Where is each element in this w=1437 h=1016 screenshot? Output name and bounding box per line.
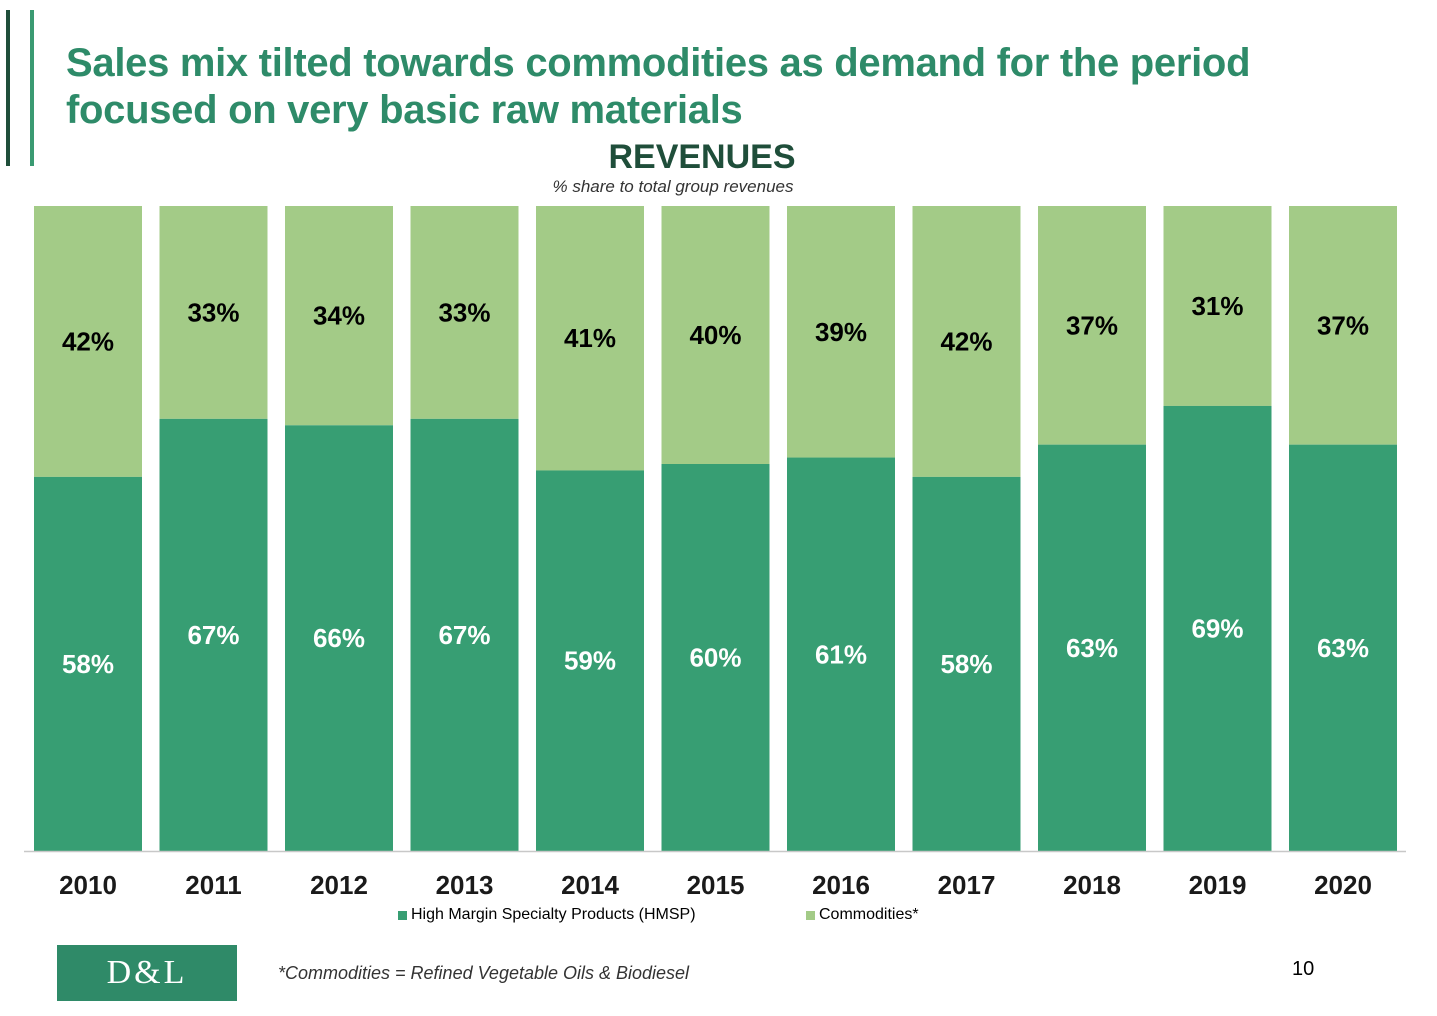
bar-commodities-2010 bbox=[34, 206, 142, 477]
bar-commodities-2011 bbox=[159, 206, 268, 419]
logo-text: D&L bbox=[106, 954, 188, 991]
x-tick-label-2013: 2013 bbox=[436, 870, 494, 900]
data-label-hmsp-2016: 61% bbox=[815, 639, 867, 669]
data-label-commodities-2016: 39% bbox=[815, 317, 867, 347]
page-number: 10 bbox=[1292, 958, 1315, 980]
bar-commodities-2012 bbox=[285, 206, 393, 426]
legend-label-hmsp: High Margin Specialty Products (HMSP) bbox=[411, 906, 696, 923]
bar-commodities-2016 bbox=[787, 206, 895, 458]
x-tick-label-2014: 2014 bbox=[561, 870, 619, 900]
bar-commodities-2018 bbox=[1038, 206, 1146, 445]
data-label-hmsp-2018: 63% bbox=[1066, 633, 1118, 663]
bar-hmsp-2017 bbox=[912, 476, 1021, 851]
data-label-commodities-2013: 33% bbox=[438, 297, 490, 327]
data-label-commodities-2014: 41% bbox=[564, 323, 616, 353]
data-label-commodities-2020: 37% bbox=[1317, 310, 1369, 340]
x-tick-label-2012: 2012 bbox=[310, 870, 368, 900]
chart-title: REVENUES bbox=[608, 138, 796, 176]
x-tick-label-2011: 2011 bbox=[185, 870, 241, 900]
accent-bar-dark bbox=[6, 10, 10, 166]
x-tick-label-2016: 2016 bbox=[812, 870, 870, 900]
company-logo: D&L bbox=[57, 945, 237, 1001]
bar-hmsp-2018 bbox=[1038, 444, 1146, 851]
data-label-commodities-2010: 42% bbox=[62, 326, 114, 356]
data-label-commodities-2012: 34% bbox=[313, 301, 365, 331]
data-label-hmsp-2010: 58% bbox=[62, 649, 114, 679]
bar-hmsp-2016 bbox=[787, 457, 895, 851]
x-tick-label-2010: 2010 bbox=[59, 870, 117, 900]
legend-swatch-hmsp bbox=[398, 910, 407, 920]
bar-hmsp-2020 bbox=[1289, 444, 1397, 851]
bar-commodities-2017 bbox=[912, 206, 1021, 477]
bar-commodities-2015 bbox=[661, 206, 770, 464]
bar-hmsp-2010 bbox=[34, 476, 142, 851]
bar-hmsp-2013 bbox=[410, 418, 519, 851]
bar-hmsp-2012 bbox=[285, 425, 393, 851]
bar-hmsp-2015 bbox=[661, 464, 770, 851]
bar-commodities-2014 bbox=[536, 206, 644, 471]
data-label-commodities-2018: 37% bbox=[1066, 310, 1118, 340]
bar-commodities-2019 bbox=[1163, 206, 1272, 406]
x-tick-label-2017: 2017 bbox=[938, 870, 996, 900]
data-label-hmsp-2012: 66% bbox=[313, 623, 365, 653]
bar-commodities-2020 bbox=[1289, 206, 1397, 445]
x-tick-label-2015: 2015 bbox=[687, 870, 745, 900]
chart-legend: High Margin Specialty Products (HMSP) Co… bbox=[0, 906, 1437, 926]
bar-commodities-2013 bbox=[410, 206, 519, 419]
legend-item-commodities: Commodities* bbox=[806, 906, 919, 924]
data-label-commodities-2015: 40% bbox=[689, 320, 741, 350]
accent-bar-light bbox=[30, 10, 34, 166]
data-label-commodities-2019: 31% bbox=[1191, 291, 1243, 321]
chart-subtitle: % share to total group revenues bbox=[552, 177, 794, 196]
x-tick-label-2019: 2019 bbox=[1189, 870, 1247, 900]
bar-hmsp-2011 bbox=[159, 418, 268, 851]
slide-title: Sales mix tilted towards commodities as … bbox=[66, 41, 1251, 132]
bar-hmsp-2019 bbox=[1163, 405, 1272, 851]
bar-hmsp-2014 bbox=[536, 470, 644, 851]
legend-item-hmsp: High Margin Specialty Products (HMSP) bbox=[398, 906, 696, 924]
data-label-hmsp-2011: 67% bbox=[187, 620, 239, 650]
data-label-commodities-2017: 42% bbox=[940, 326, 992, 356]
data-label-hmsp-2020: 63% bbox=[1317, 633, 1369, 663]
footnote: *Commodities = Refined Vegetable Oils & … bbox=[278, 963, 690, 983]
data-label-hmsp-2017: 58% bbox=[940, 649, 992, 679]
x-tick-label-2020: 2020 bbox=[1314, 870, 1372, 900]
data-label-hmsp-2013: 67% bbox=[438, 620, 490, 650]
data-label-hmsp-2015: 60% bbox=[689, 643, 741, 673]
data-label-hmsp-2019: 69% bbox=[1191, 613, 1243, 643]
x-tick-label-2018: 2018 bbox=[1063, 870, 1121, 900]
legend-label-commodities: Commodities* bbox=[819, 906, 919, 923]
legend-swatch-commodities bbox=[806, 910, 815, 920]
data-label-commodities-2011: 33% bbox=[187, 297, 239, 327]
data-label-hmsp-2014: 59% bbox=[564, 646, 616, 676]
